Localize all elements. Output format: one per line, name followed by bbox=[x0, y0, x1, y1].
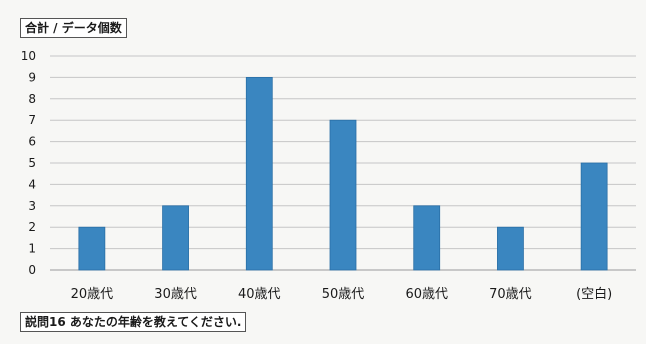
y-tick-label: 6 bbox=[28, 135, 36, 149]
y-axis-tick-labels: 0 1 2 3 4 5 6 7 8 9 10 bbox=[21, 49, 36, 277]
bar bbox=[245, 77, 273, 271]
x-tick-label: 20歳代 bbox=[71, 287, 114, 302]
x-tick-label: 40歳代 bbox=[238, 287, 281, 302]
x-tick-label: (空白) bbox=[576, 286, 612, 302]
x-tick-label: 70歳代 bbox=[489, 287, 532, 302]
x-tick-label: 50歳代 bbox=[322, 287, 365, 302]
y-tick-label: 2 bbox=[28, 220, 36, 234]
bar bbox=[497, 226, 524, 271]
y-tick-label: 0 bbox=[28, 263, 36, 277]
y-tick-label: 7 bbox=[28, 113, 36, 127]
y-tick-label: 4 bbox=[28, 177, 36, 191]
bar bbox=[580, 162, 608, 271]
y-tick-label: 1 bbox=[28, 242, 36, 256]
y-tick-label: 8 bbox=[28, 92, 36, 106]
bar bbox=[162, 205, 189, 271]
x-tick-label: 60歳代 bbox=[405, 287, 448, 302]
row-field-button[interactable]: 説問16 あなたの年齢を教えてください. bbox=[20, 312, 247, 332]
bar bbox=[329, 119, 357, 271]
y-tick-label: 10 bbox=[21, 49, 36, 63]
y-tick-label: 5 bbox=[28, 156, 36, 170]
bar bbox=[78, 226, 106, 271]
bar bbox=[413, 205, 441, 271]
bars bbox=[78, 77, 608, 271]
value-field-button[interactable]: 合計 / データ個数 bbox=[20, 18, 127, 38]
y-tick-label: 9 bbox=[28, 70, 36, 84]
x-tick-label: 30歳代 bbox=[154, 287, 197, 302]
x-axis-tick-labels: 20歳代 30歳代 40歳代 50歳代 60歳代 70歳代 (空白) bbox=[71, 286, 613, 302]
y-tick-label: 3 bbox=[28, 199, 36, 213]
